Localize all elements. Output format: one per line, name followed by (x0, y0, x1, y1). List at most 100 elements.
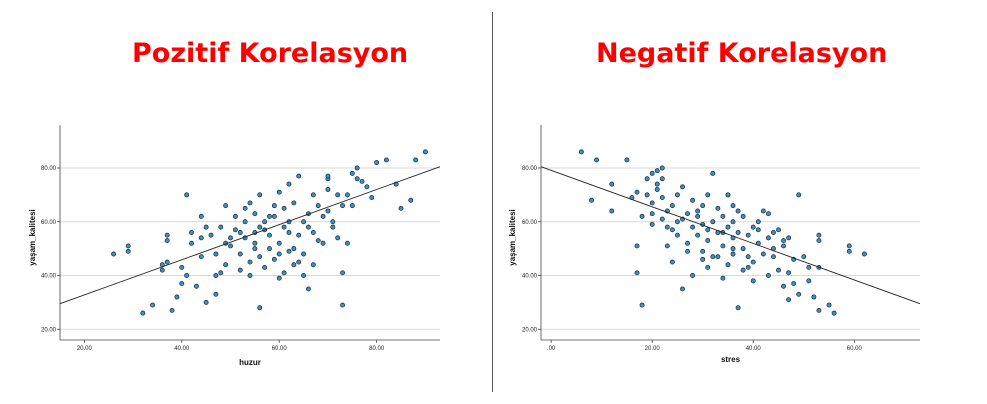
data-point (164, 259, 170, 265)
data-point (252, 246, 258, 252)
data-point (654, 168, 660, 174)
data-point (760, 208, 766, 214)
data-point (730, 251, 736, 257)
data-point (344, 192, 350, 198)
data-point (286, 230, 292, 235)
data-point (750, 278, 756, 284)
data-point (169, 307, 175, 313)
data-point (271, 256, 277, 262)
x-tick-label: 60.00 (272, 346, 288, 352)
data-point (730, 203, 736, 209)
data-point (315, 238, 321, 244)
data-point (306, 224, 311, 230)
data-point (335, 192, 341, 198)
data-point (150, 302, 156, 308)
data-point (125, 248, 131, 254)
data-point (213, 273, 219, 278)
data-point (237, 230, 243, 235)
data-point (203, 224, 209, 230)
data-point (720, 213, 726, 219)
data-point (745, 264, 751, 270)
data-point (796, 291, 802, 297)
data-point (649, 211, 655, 217)
data-point (325, 173, 331, 179)
data-point (649, 221, 655, 227)
data-point (213, 291, 219, 297)
data-point (267, 232, 272, 238)
data-point (354, 165, 360, 171)
fit-line (540, 166, 921, 305)
data-point (359, 178, 365, 184)
data-point (296, 259, 302, 265)
data-point (408, 197, 414, 203)
data-point (725, 192, 731, 198)
data-point (740, 246, 746, 252)
data-point (310, 262, 316, 268)
data-point (262, 219, 268, 225)
data-point (624, 157, 630, 163)
data-point (710, 254, 716, 260)
data-point (159, 267, 165, 273)
data-point (791, 281, 797, 287)
data-point (242, 205, 248, 211)
data-point (710, 170, 716, 176)
data-point (203, 299, 209, 305)
data-point (296, 173, 302, 179)
data-point (664, 224, 670, 230)
data-point (750, 259, 756, 265)
data-point (771, 254, 776, 260)
data-point (301, 273, 307, 278)
x-tick-label: .00 (547, 346, 556, 352)
data-point (730, 246, 736, 252)
data-point (291, 262, 297, 268)
data-point (705, 238, 711, 244)
panel-divider (492, 12, 493, 392)
x-tick-label: 20.00 (77, 346, 93, 352)
data-point (801, 254, 807, 260)
data-point (664, 243, 670, 249)
data-point (765, 235, 771, 241)
data-point (644, 192, 650, 198)
data-point (252, 211, 258, 217)
data-point (218, 270, 224, 276)
data-point (228, 243, 233, 249)
data-point (237, 267, 243, 273)
right-panel-title: Negatif Korelasyon (596, 38, 888, 69)
data-point (649, 200, 655, 206)
data-point (776, 267, 781, 273)
data-point (189, 230, 194, 235)
left-panel-title: Pozitif Korelasyon (132, 38, 409, 69)
data-point (781, 243, 787, 249)
data-point (659, 176, 665, 182)
data-point (690, 273, 696, 278)
data-point (374, 160, 380, 166)
data-point (669, 203, 675, 209)
data-point (695, 232, 701, 238)
y-tick-label: 40.00 (41, 274, 57, 280)
data-point (705, 192, 711, 198)
data-point (140, 310, 146, 316)
data-point (257, 224, 263, 230)
x-tick-label: 80.00 (369, 346, 385, 352)
data-point (247, 200, 253, 206)
data-point (654, 187, 660, 192)
data-point (111, 251, 117, 257)
data-point (383, 157, 389, 163)
data-point (184, 273, 190, 278)
data-point (281, 205, 287, 211)
data-point (700, 256, 706, 262)
data-point (680, 286, 685, 292)
data-point (659, 216, 665, 222)
data-point (786, 270, 792, 276)
data-point (816, 307, 822, 313)
data-point (281, 224, 287, 230)
data-point (276, 189, 282, 195)
data-point (594, 157, 600, 163)
data-point (649, 170, 655, 176)
data-point (700, 248, 706, 254)
data-point (310, 230, 316, 235)
x-tick-label: 40.00 (174, 346, 190, 352)
data-point (164, 232, 170, 238)
data-point (589, 197, 594, 203)
data-point (340, 302, 346, 308)
